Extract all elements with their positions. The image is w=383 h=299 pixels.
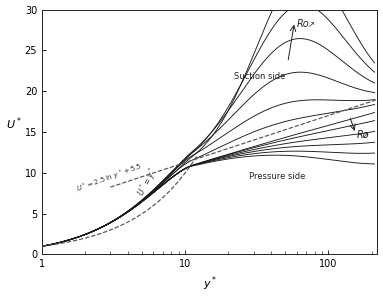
Text: Ro: Ro [297,19,309,29]
Y-axis label: $U^*$: $U^*$ [6,115,21,132]
Text: Pressure side: Pressure side [249,172,306,181]
X-axis label: $y^*$: $y^*$ [203,275,217,293]
Text: $U^*=y^*$: $U^*=y^*$ [134,165,162,199]
Text: ↗: ↗ [308,20,315,29]
Text: $U^*=2.5\,\ln\,y^*+5.5$: $U^*=2.5\,\ln\,y^*+5.5$ [75,160,145,196]
Text: ↗: ↗ [362,131,368,140]
Text: Suction side: Suction side [234,72,286,81]
Text: Ro: Ro [357,130,369,140]
